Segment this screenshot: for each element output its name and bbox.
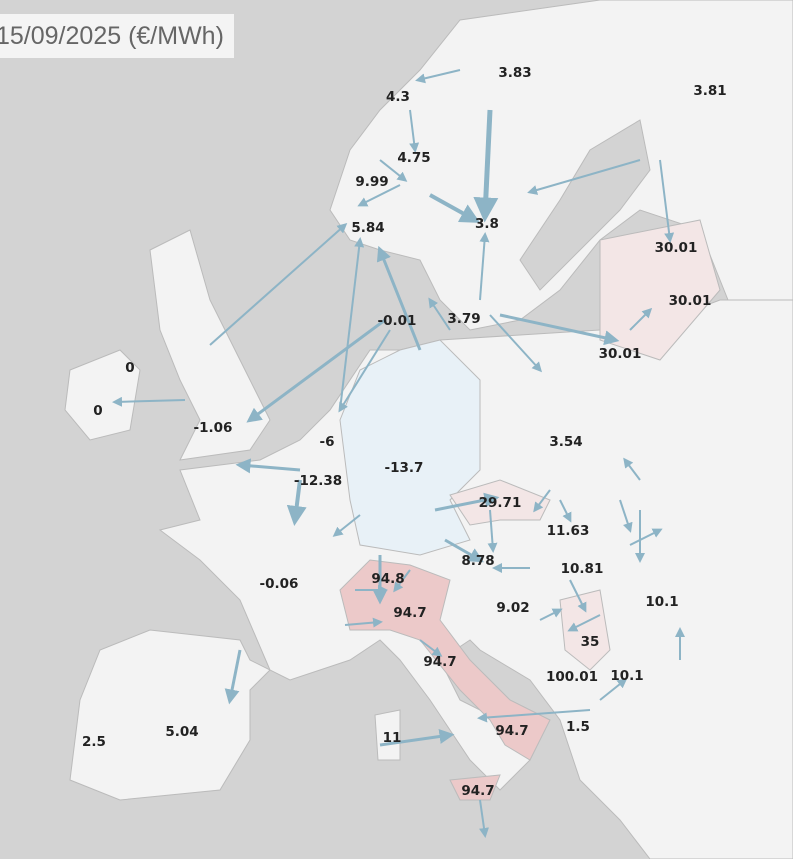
- flow-arrow: [477, 709, 591, 723]
- flow-arrow: [623, 457, 641, 481]
- flow-arrow: [393, 569, 411, 593]
- flow-arrow: [659, 159, 675, 243]
- ireland-region: [64, 349, 141, 441]
- flow-arrow: [209, 223, 348, 346]
- flow-arrow: [409, 109, 420, 153]
- flow-arrow: [338, 329, 391, 413]
- price-label-lithuania: 30.01: [599, 346, 642, 362]
- price-label-finland: 3.81: [693, 83, 726, 99]
- flow-arrow: [379, 729, 455, 747]
- map-title: 15/09/2025 (€/MWh): [0, 21, 224, 50]
- price-label-germany: -13.7: [385, 460, 424, 476]
- flow-arrows: [112, 69, 685, 838]
- price-label-italy-north: 94.7: [393, 605, 426, 621]
- price-label-sweden-south: 3.79: [447, 311, 480, 327]
- price-label-slovakia: 11.63: [547, 523, 590, 539]
- price-label-poland: 3.54: [549, 434, 582, 450]
- baltics-region: [599, 219, 721, 361]
- flow-arrow: [629, 307, 653, 331]
- price-label-great-britain: -1.06: [194, 420, 233, 436]
- price-label-norway-central: 4.75: [397, 150, 430, 166]
- flow-arrow: [527, 159, 641, 195]
- price-label-sicily: 94.7: [461, 783, 494, 799]
- price-label-romania: 10.1: [645, 594, 678, 610]
- flow-arrow: [434, 492, 500, 512]
- price-label-switzerland: 94.8: [371, 571, 404, 587]
- serbia-region: [559, 589, 611, 671]
- price-label-greece: 1.5: [566, 719, 590, 735]
- sicily-region: [449, 774, 501, 801]
- price-label-north-sweden: 3.83: [498, 65, 531, 81]
- price-label-netherlands: -6: [320, 434, 335, 450]
- flow-arrow: [559, 499, 572, 523]
- price-label-ireland: 0: [93, 403, 102, 419]
- flow-arrow: [444, 538, 484, 563]
- price-label-spain: 5.04: [165, 724, 198, 740]
- price-label-estonia: 30.01: [655, 240, 698, 256]
- price-label-czechia: 29.71: [479, 495, 522, 511]
- flow-arrow: [429, 193, 481, 223]
- flow-arrow: [479, 232, 490, 301]
- flow-arrow: [479, 799, 489, 838]
- price-label-hungary: 10.81: [561, 561, 604, 577]
- flow-arrow: [246, 318, 386, 423]
- price-label-montenegro: 100.01: [546, 669, 598, 685]
- flow-arrow: [629, 528, 663, 546]
- price-label-portugal: 2.5: [82, 734, 106, 750]
- price-label-france: -0.06: [260, 576, 299, 592]
- price-labels: 3.83 3.81 4.3 4.75 9.99 5.84 3.8 30.01 30.01 30.0…: [82, 65, 727, 799]
- flow-arrow: [473, 109, 499, 223]
- flow-arrow: [112, 396, 186, 407]
- flow-arrow: [415, 69, 461, 84]
- flow-arrow: [569, 579, 587, 613]
- sardinia-region: [374, 709, 401, 761]
- price-label-sweden-central: 3.8: [475, 216, 499, 232]
- flow-arrow: [344, 617, 383, 628]
- flow-arrow: [539, 608, 563, 621]
- flow-arrow: [567, 614, 601, 632]
- flow-arrow: [499, 313, 620, 346]
- flow-arrow: [224, 649, 242, 705]
- italy-region: [339, 559, 551, 761]
- flow-arrow: [487, 509, 498, 553]
- price-label-italy-south: 94.7: [495, 723, 528, 739]
- flow-arrow: [379, 159, 408, 182]
- price-label-norway-north: 4.3: [386, 89, 410, 105]
- price-label-sardinia: 11: [383, 730, 402, 746]
- flow-arrow: [419, 639, 443, 657]
- flow-arrow: [428, 297, 451, 331]
- flow-arrow: [357, 184, 401, 207]
- price-label-austria: 8.78: [461, 553, 494, 569]
- flow-arrow: [286, 479, 307, 526]
- germany-region: [339, 339, 481, 556]
- gulf-region: [519, 119, 651, 291]
- flow-arrow: [376, 245, 422, 351]
- price-label-belgium: -12.38: [294, 473, 342, 489]
- price-label-northern-ireland: 0: [125, 360, 134, 376]
- price-label-latvia: 30.01: [669, 293, 712, 309]
- czechia-region: [449, 479, 551, 526]
- price-label-croatia: 9.02: [496, 600, 529, 616]
- flow-arrow: [619, 499, 633, 533]
- price-label-serbia: 35: [581, 634, 600, 650]
- flow-arrow: [489, 314, 543, 373]
- price-label-italy-centre: 94.7: [423, 654, 456, 670]
- price-label-denmark: -0.01: [378, 313, 417, 329]
- price-label-bulgaria: 10.1: [610, 668, 643, 684]
- price-label-norway-south: 5.84: [351, 220, 384, 236]
- map-title-box: 15/09/2025 (€/MWh): [0, 14, 234, 58]
- flow-arrow: [533, 489, 551, 513]
- flow-arrow: [332, 514, 361, 537]
- price-label-norway-west: 9.99: [355, 174, 388, 190]
- flow-arrow: [339, 237, 365, 411]
- flow-arrow: [599, 678, 628, 701]
- flow-arrow: [235, 458, 301, 474]
